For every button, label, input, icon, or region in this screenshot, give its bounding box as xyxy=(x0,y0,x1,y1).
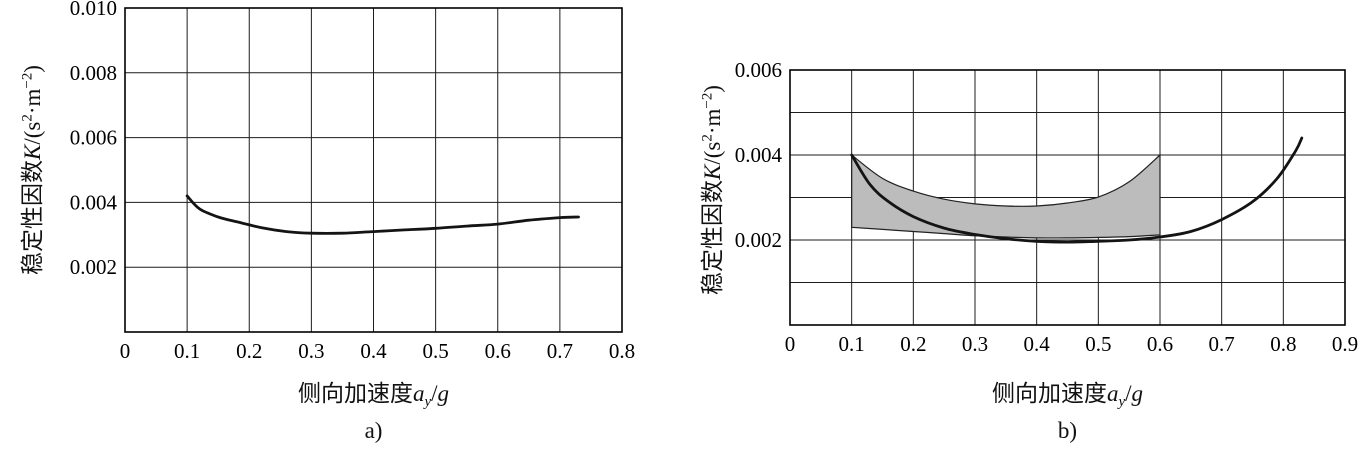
x-tick-label: 0 xyxy=(785,332,796,356)
y-tick-label: 0.004 xyxy=(735,143,783,167)
y-tick-label: 0.006 xyxy=(70,126,117,150)
y-tick-label: 0.002 xyxy=(70,255,117,279)
y-axis-unit-mid: ·m xyxy=(20,88,45,115)
y-axis-unit-sup: −2 xyxy=(699,92,716,109)
plot-border xyxy=(124,7,623,333)
x-tick-label: 0.6 xyxy=(485,339,511,363)
x-tick-label: 0.7 xyxy=(547,339,573,363)
x-tick-label: 0.5 xyxy=(1085,332,1111,356)
y-axis-title-text: 稳定性因数 xyxy=(20,159,45,275)
x-tick-label: 0.4 xyxy=(360,339,387,363)
x-axis-title-text: 侧向加速度 xyxy=(991,381,1107,406)
x-tick-label: 0.8 xyxy=(1270,332,1296,356)
x-tick-label: 0.6 xyxy=(1147,332,1173,356)
y-axis-title: 稳定性因数K/(s2·m−2) xyxy=(693,85,727,295)
y-axis-unit-sup: 2 xyxy=(699,134,716,142)
x-tick-label: 0.3 xyxy=(962,332,988,356)
x-tick-label: 0.1 xyxy=(174,339,200,363)
x-tick-label: 0.3 xyxy=(298,339,324,363)
chart-a-plot: 0 0.1 0.2 0.3 0.4 0.5 0.6 0.7 0.8 0.002 0.004 0.006… xyxy=(70,0,635,363)
stability-factor-curve xyxy=(850,136,1304,244)
x-axis-title-variable: g xyxy=(1131,381,1144,406)
x-axis-title-variable: a xyxy=(1106,381,1119,406)
x-axis-title-slash: / xyxy=(1125,381,1132,406)
x-axis-title-subscript: y xyxy=(424,394,432,411)
y-axis-title-variable: K xyxy=(20,144,45,160)
y-tick-label: 0.004 xyxy=(70,190,118,214)
y-axis-unit-open: /(s xyxy=(700,141,725,165)
subfigure-label-b: b) xyxy=(1057,418,1078,443)
x-tick-label: 0.9 xyxy=(1332,332,1358,356)
x-axis-title-text: 侧向加速度 xyxy=(297,381,413,406)
x-tick-label: 0.1 xyxy=(839,332,865,356)
x-tick-label: 0.4 xyxy=(1024,332,1051,356)
x-axis-title-subscript: y xyxy=(1118,394,1126,411)
y-axis-unit-sup: −2 xyxy=(19,72,36,89)
x-tick-label: 0.5 xyxy=(423,339,449,363)
y-axis-title-text: 稳定性因数 xyxy=(700,179,725,295)
y-tick-label: 0.008 xyxy=(70,61,117,85)
plot-border xyxy=(789,69,1346,326)
y-axis-unit-close: ) xyxy=(20,65,45,73)
x-axis-title-slash: / xyxy=(431,381,438,406)
stability-factor-curve xyxy=(185,194,580,235)
x-tick-label: 0 xyxy=(120,339,131,363)
y-axis-title: 稳定性因数K/(s2·m−2) xyxy=(13,65,47,275)
x-axis-title-variable: g xyxy=(437,381,450,406)
y-tick-label: 0.002 xyxy=(735,228,782,252)
x-axis-title: 侧向加速度ay/g xyxy=(125,374,622,411)
y-tick-label: 0.006 xyxy=(735,58,782,82)
chart-b-plot: 0 0.1 0.2 0.3 0.4 0.5 0.6 0.7 0.8 0.9 0.002 0.004 0.… xyxy=(735,58,1358,356)
x-axis-title: 侧向加速度ay/g xyxy=(790,374,1345,411)
x-tick-label: 0.2 xyxy=(236,339,262,363)
subfigure-label-a: a) xyxy=(364,418,383,443)
y-axis-unit-sup: 2 xyxy=(19,114,36,122)
x-tick-label: 0.7 xyxy=(1209,332,1235,356)
x-tick-label: 0.8 xyxy=(609,339,635,363)
x-tick-label: 0.2 xyxy=(900,332,926,356)
y-axis-title-variable: K xyxy=(700,164,725,180)
y-axis-unit-open: /(s xyxy=(20,121,45,145)
shaded-variation-band xyxy=(851,153,1161,239)
y-axis-unit-close: ) xyxy=(700,85,725,93)
y-axis-unit-mid: ·m xyxy=(700,108,725,135)
chart-b-figure: 0 0.1 0.2 0.3 0.4 0.5 0.6 0.7 0.8 0.9 0.002 0.004 0.… xyxy=(680,0,1361,452)
x-axis-title-variable: a xyxy=(412,381,425,406)
chart-a-figure: 0 0.1 0.2 0.3 0.4 0.5 0.6 0.7 0.8 0.002 0.004 0.006… xyxy=(0,0,660,452)
y-tick-label: 0.010 xyxy=(70,0,117,20)
